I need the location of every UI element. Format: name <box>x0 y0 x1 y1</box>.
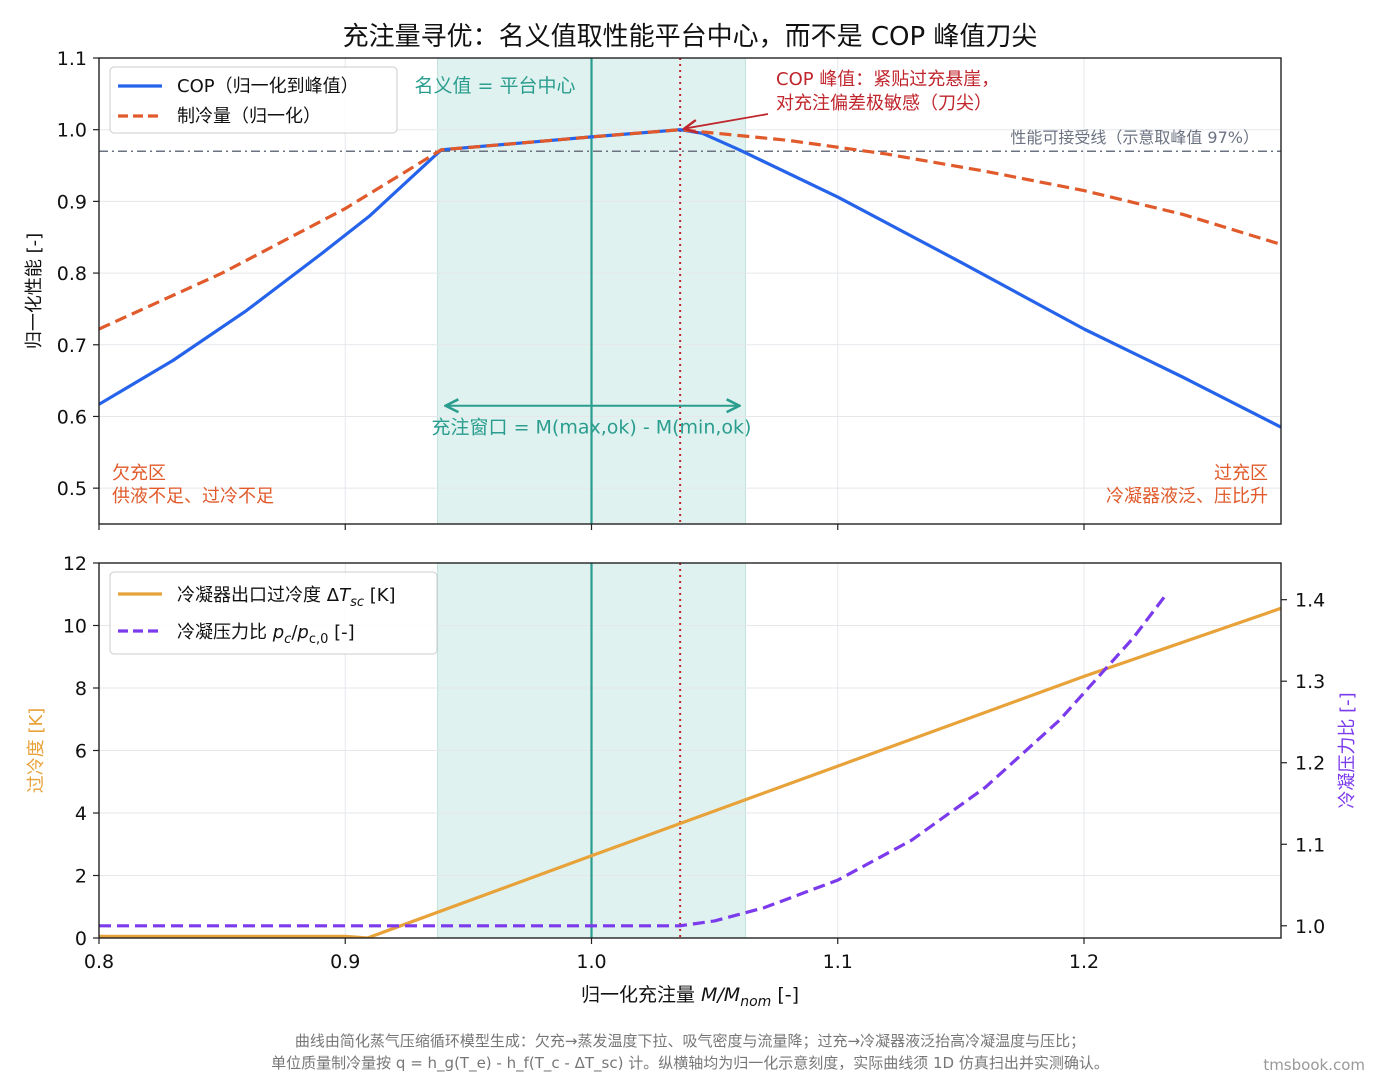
footnote-line-1: 曲线由简化蒸气压缩循环模型生成：欠充→蒸发温度下拉、吸气密度与流量降；过充→冷凝… <box>295 1032 1085 1050</box>
bottom-left-y-axis-label: 过冷度 [K] <box>26 708 47 794</box>
capacity-curve <box>99 128 1281 331</box>
legend-text: T <box>339 585 352 606</box>
bottom-x-tick-label: 0.9 <box>330 951 360 973</box>
legend-text: 冷凝压力比 <box>177 622 273 643</box>
top-y-tick-label: 0.8 <box>57 263 87 285</box>
legend-subcooling-label: 冷凝器出口过冷度 ΔTsc [K] <box>177 585 396 610</box>
bottom-right-y-tick-label: 1.3 <box>1295 671 1325 693</box>
bottom-legend-box <box>109 571 438 655</box>
charge-window-label: 充注窗口 = M(max,ok) - M(min,ok) <box>432 417 752 439</box>
nominal-label: 名义值 = 平台中心 <box>415 75 576 97</box>
underfill-region-label: 欠充区 <box>112 463 166 484</box>
top-y-tick-label: 1.1 <box>57 48 87 70</box>
bottom-right-y-tick-label: 1.0 <box>1295 916 1325 938</box>
x-label-subscript: nom <box>740 994 771 1010</box>
bottom-x-tick-label: 1.1 <box>823 951 853 973</box>
bottom-right-y-tick-label: 1.1 <box>1295 834 1325 856</box>
x-label-symbol: M/M <box>701 984 740 1006</box>
chart-title: 充注量寻优：名义值取性能平台中心，而不是 COP 峰值刀尖 <box>343 22 1038 52</box>
watermark: tmsbook.com <box>1263 1056 1365 1074</box>
top-y-tick-label: 1.0 <box>57 120 87 142</box>
top-series-group <box>99 128 1281 429</box>
bottom-right-y-axis-label: 冷凝压力比 [-] <box>1337 692 1358 808</box>
bottom-left-y-tick-label: 10 <box>63 616 87 638</box>
legend-capacity-label: 制冷量（归一化） <box>177 106 321 127</box>
threshold-label: 性能可接受线（示意取峰值 97%） <box>1010 128 1259 147</box>
overfill-region-label: 冷凝器液泛、压比升 <box>1106 486 1268 507</box>
top-y-tick-label: 0.6 <box>57 406 87 428</box>
peak-label-line: COP 峰值：紧贴过充悬崖， <box>776 69 999 90</box>
legend-text: p <box>272 622 284 643</box>
bottom-x-tick-label: 0.8 <box>84 951 114 973</box>
x-label-unit: [-] <box>771 984 799 1006</box>
underfill-region-label: 供液不足、过冷不足 <box>112 486 274 507</box>
legend-text: Δ <box>327 585 340 606</box>
legend-subscript: c <box>284 632 291 647</box>
bottom-panel: 0 2 4 6 8 10 12 1.0 1.1 1.2 1.3 1.4 0.8 0.9 1.0 1.1 1.2 过… <box>26 553 1358 1010</box>
top-panel: 性能可接受线（示意取峰值 97%） 充注窗口 = M(max,ok) - M(mi… <box>24 48 1282 530</box>
x-label-text: 归一化充注量 <box>581 984 701 1006</box>
legend-subscript: c,0 <box>309 632 329 647</box>
bottom-x-tick-label: 1.0 <box>576 951 606 973</box>
legend-subscript: sc <box>350 595 364 610</box>
top-legend-box <box>109 66 398 134</box>
subcooling-curve <box>99 606 1281 938</box>
bottom-series-group <box>99 594 1281 938</box>
legend-text: / <box>291 622 298 643</box>
top-legend: COP（归一化到峰值） 制冷量（归一化） <box>109 66 398 134</box>
bottom-legend: 冷凝器出口过冷度 ΔTsc [K]冷凝压力比 pc/pc,0 [-] <box>109 571 438 655</box>
bottom-left-y-tick-label: 8 <box>75 678 87 700</box>
pressure-ratio-curve <box>99 594 1167 928</box>
legend-text: [K] <box>364 585 396 606</box>
top-y-tick-label: 0.9 <box>57 191 87 213</box>
bottom-left-y-tick-label: 0 <box>75 928 87 950</box>
bottom-left-y-tick-label: 2 <box>75 866 87 888</box>
legend-text: 冷凝器出口过冷度 <box>177 585 327 606</box>
peak-label-line: 对充注偏差极敏感（刀尖） <box>776 93 992 114</box>
bottom-left-y-tick-label: 6 <box>75 741 87 763</box>
legend-pressure-label: 冷凝压力比 pc/pc,0 [-] <box>177 622 355 647</box>
bottom-x-tick-label: 1.2 <box>1069 951 1099 973</box>
bottom-right-y-tick-label: 1.4 <box>1295 590 1325 612</box>
legend-cop-label: COP（归一化到峰值） <box>177 76 359 97</box>
legend-text: p <box>296 622 308 643</box>
legend-text: [-] <box>328 622 354 643</box>
overfill-region-label: 过充区 <box>1214 463 1268 484</box>
bottom-x-axis-label: 归一化充注量 M/Mnom [-] <box>581 984 799 1010</box>
top-y-tick-label: 0.5 <box>57 478 87 500</box>
bottom-left-y-tick-label: 12 <box>63 553 87 575</box>
top-y-axis-label: 归一化性能 [-] <box>24 233 45 349</box>
bottom-left-y-tick-label: 4 <box>75 803 87 825</box>
top-y-tick-label: 0.7 <box>57 335 87 357</box>
bottom-right-y-tick-label: 1.2 <box>1295 753 1325 775</box>
footnote-line-2: 单位质量制冷量按 q = h_g(T_e) - h_f(T_c - ΔT_sc)… <box>271 1054 1109 1073</box>
peak-arrow <box>684 113 769 129</box>
top-plot-frame <box>98 57 1282 525</box>
